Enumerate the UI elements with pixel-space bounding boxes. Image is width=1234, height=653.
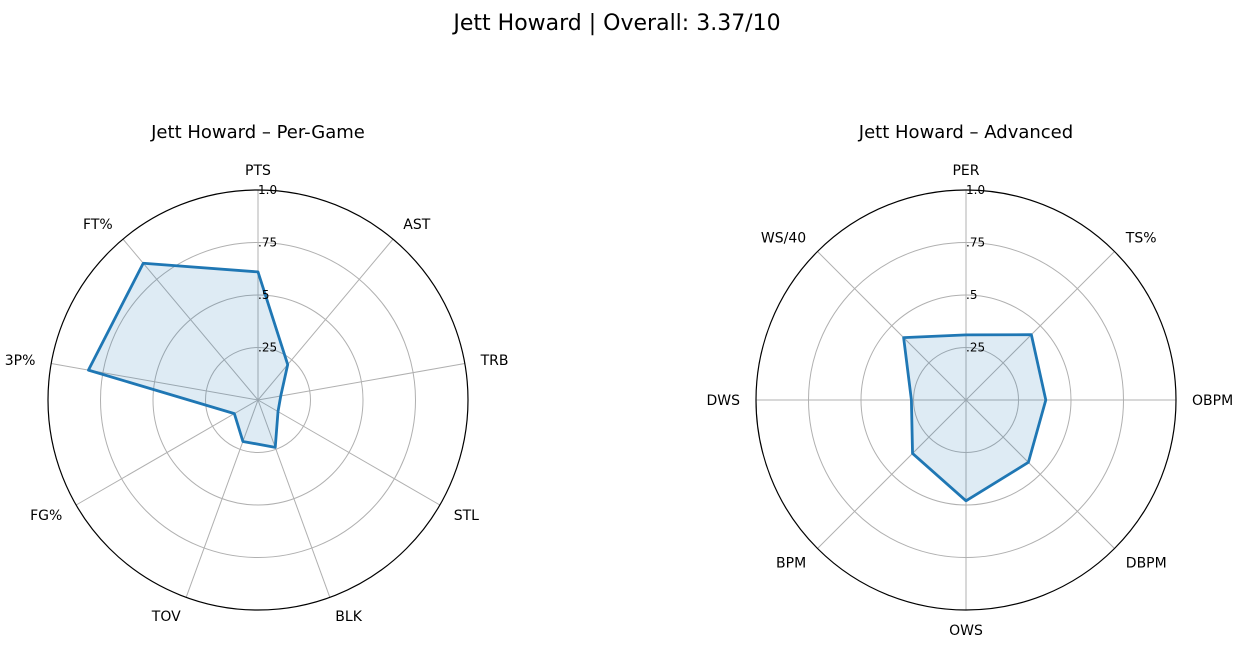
chart-title-per-game: Jett Howard – Per-Game: [150, 122, 365, 143]
grid-spoke: [257, 363, 465, 401]
radial-tick-label: .5: [258, 288, 269, 302]
figure-suptitle: Jett Howard | Overall: 3.37/10: [451, 11, 780, 36]
category-label-per: PER: [952, 163, 979, 179]
grid-spoke: [817, 251, 967, 401]
category-label-blk: BLK: [335, 609, 362, 625]
polar-spine: [755, 189, 1177, 611]
polar-spine: [47, 189, 469, 611]
grid-spoke: [817, 399, 967, 549]
grid-spoke: [257, 399, 331, 598]
category-label-fg: FG%: [30, 508, 62, 524]
grid-spoke: [257, 238, 394, 401]
category-label-3p: 3P%: [5, 353, 36, 369]
grid-spoke: [965, 399, 1115, 549]
grid-spoke: [51, 363, 259, 401]
series-area: [903, 334, 1046, 501]
grid-spoke: [185, 399, 259, 598]
radar-chart-advanced: Jett Howard – Advanced .25 .5 .75 1.0 PER TS%…: [706, 122, 1233, 639]
chart-title-advanced: Jett Howard – Advanced: [858, 122, 1073, 143]
category-label-ws-40: WS/40: [761, 230, 806, 246]
category-label-dbpm: DBPM: [1126, 556, 1167, 572]
radial-tick-label: .75: [258, 236, 277, 250]
grid-spoke: [122, 238, 259, 401]
category-label-ts: TS%: [1125, 230, 1157, 246]
category-label-obpm: OBPM: [1192, 393, 1233, 409]
radial-tick-label: 1.0: [258, 183, 277, 197]
radial-tick-label: .25: [966, 341, 985, 355]
radial-tick-label: .75: [966, 236, 985, 250]
category-label-dws: DWS: [706, 393, 740, 409]
category-label-bpm: BPM: [776, 556, 806, 572]
category-label-ft: FT%: [83, 217, 113, 233]
category-label-pts: PTS: [245, 163, 271, 179]
radar-chart-per-game: Jett Howard – Per-Game .25 .5 .75 1.0 PTS AST…: [5, 122, 509, 625]
category-label-ast: AST: [403, 217, 430, 233]
grid-spoke: [75, 399, 259, 506]
category-label-ows: OWS: [949, 623, 983, 639]
category-label-tov: TOV: [151, 609, 181, 625]
grid-spoke: [965, 251, 1115, 401]
grid-spoke: [257, 399, 441, 506]
radial-tick-label: .25: [258, 341, 277, 355]
radial-tick-label: 1.0: [966, 183, 985, 197]
radial-tick-label: .5: [966, 288, 977, 302]
series-area: [88, 263, 288, 448]
series-line: [902, 333, 1048, 503]
category-label-trb: TRB: [480, 353, 509, 369]
category-label-stl: STL: [454, 508, 479, 524]
series-line: [87, 261, 290, 449]
